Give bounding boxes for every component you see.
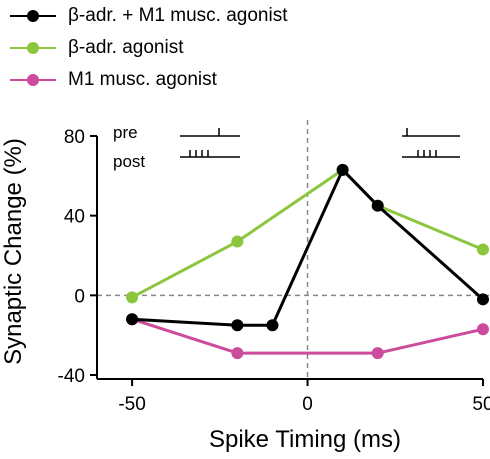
series-line-2 <box>131 317 484 355</box>
series-0-point <box>336 163 349 176</box>
y-tick-label: -40 <box>58 366 85 387</box>
legend-item-m1: M1 musc. agonist <box>8 64 348 96</box>
legend-item-beta: β-adr. agonist <box>8 32 348 64</box>
legend-swatch-beta <box>8 38 58 58</box>
x-tick-label: -50 <box>118 394 145 415</box>
legend-label-m1: M1 musc. agonist <box>68 69 217 90</box>
x-tick-label: 50 <box>472 394 490 415</box>
series-0-point <box>126 313 139 326</box>
y-tick-label: 40 <box>64 207 85 228</box>
legend-label-beta: β-adr. agonist <box>68 37 184 58</box>
series-line-0 <box>132 168 484 327</box>
legend-dot-beta <box>27 42 39 54</box>
series-0-point <box>266 319 279 332</box>
series-line-1 <box>131 168 484 299</box>
series-0-point <box>476 293 489 306</box>
legend-item-combined: β-adr. + M1 musc. agonist <box>8 0 348 32</box>
legend-swatch-m1 <box>8 70 58 90</box>
inset-post-label: post <box>113 152 145 171</box>
series-1-point <box>231 235 244 248</box>
spike-timing-insets: pre post <box>113 123 460 171</box>
inset-pre-label: pre <box>113 123 138 142</box>
x-tick-label: 0 <box>302 394 313 415</box>
legend: β-adr. + M1 musc. agonist β-adr. agonist… <box>8 0 348 96</box>
series-0-point <box>231 319 244 332</box>
y-axis-label: Synaptic Change (%) <box>0 138 27 365</box>
series-1-point <box>126 291 139 304</box>
series-2-point <box>371 347 384 360</box>
series-1-point <box>476 243 489 256</box>
y-tick-label: 0 <box>74 286 85 307</box>
legend-swatch-combined <box>8 6 58 26</box>
series-2-point <box>476 323 489 336</box>
legend-dot-m1 <box>27 74 39 86</box>
y-tick-label: 80 <box>64 127 85 148</box>
legend-dot-combined <box>27 10 39 22</box>
series-2-point <box>231 347 244 360</box>
legend-label-combined: β-adr. + M1 musc. agonist <box>68 5 288 26</box>
x-axis-label: Spike Timing (ms) <box>209 426 401 453</box>
series-0-point <box>371 199 384 212</box>
